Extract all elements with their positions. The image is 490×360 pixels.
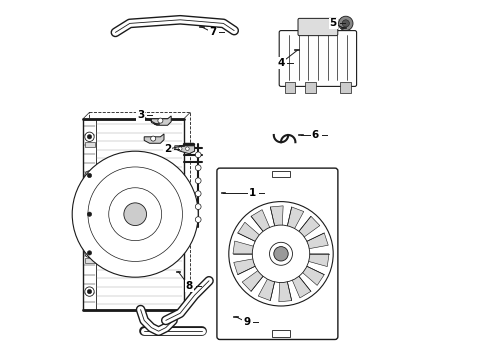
Text: 4: 4 xyxy=(277,58,285,68)
FancyBboxPatch shape xyxy=(298,18,338,36)
Circle shape xyxy=(158,118,163,123)
Circle shape xyxy=(87,212,92,216)
Polygon shape xyxy=(288,258,324,285)
Text: 6: 6 xyxy=(312,130,319,140)
Text: 7: 7 xyxy=(209,27,216,37)
Circle shape xyxy=(72,151,198,277)
Text: 3: 3 xyxy=(137,110,144,120)
Text: 2: 2 xyxy=(164,144,171,154)
Circle shape xyxy=(270,242,293,265)
Text: 9: 9 xyxy=(243,317,250,327)
Circle shape xyxy=(196,165,201,171)
Polygon shape xyxy=(279,262,292,302)
Circle shape xyxy=(342,20,349,27)
Circle shape xyxy=(124,203,147,225)
Circle shape xyxy=(87,135,92,139)
Circle shape xyxy=(85,210,94,219)
Polygon shape xyxy=(83,119,184,310)
Circle shape xyxy=(274,247,288,261)
Polygon shape xyxy=(238,222,274,250)
Text: 1: 1 xyxy=(248,188,256,198)
Bar xyxy=(272,171,290,177)
Polygon shape xyxy=(242,259,275,291)
Bar xyxy=(285,82,295,93)
Circle shape xyxy=(196,152,201,158)
Circle shape xyxy=(229,202,333,306)
Circle shape xyxy=(196,204,201,210)
Circle shape xyxy=(196,191,201,197)
Circle shape xyxy=(87,251,92,255)
Polygon shape xyxy=(85,142,95,147)
Polygon shape xyxy=(151,116,171,125)
Polygon shape xyxy=(270,206,283,245)
Polygon shape xyxy=(233,241,272,254)
Polygon shape xyxy=(85,258,95,263)
Polygon shape xyxy=(144,134,164,143)
Circle shape xyxy=(151,136,156,141)
Polygon shape xyxy=(85,181,95,186)
Text: 5: 5 xyxy=(330,18,337,28)
Polygon shape xyxy=(234,255,273,275)
Polygon shape xyxy=(175,146,195,154)
Circle shape xyxy=(196,178,201,184)
Circle shape xyxy=(339,16,353,31)
Bar xyxy=(341,82,351,93)
Circle shape xyxy=(85,287,94,296)
Polygon shape xyxy=(285,261,311,298)
Polygon shape xyxy=(287,216,320,248)
Polygon shape xyxy=(283,207,304,246)
Polygon shape xyxy=(258,262,279,301)
Circle shape xyxy=(196,217,201,222)
Polygon shape xyxy=(85,220,95,224)
Circle shape xyxy=(85,248,94,258)
Bar xyxy=(272,330,290,337)
Text: 8: 8 xyxy=(186,281,193,291)
Polygon shape xyxy=(290,254,329,266)
FancyBboxPatch shape xyxy=(279,31,357,86)
Circle shape xyxy=(87,289,92,294)
Bar xyxy=(305,82,316,93)
Circle shape xyxy=(178,147,182,150)
Circle shape xyxy=(87,174,92,178)
Circle shape xyxy=(85,171,94,180)
Circle shape xyxy=(186,147,189,150)
Circle shape xyxy=(252,225,310,283)
Circle shape xyxy=(85,132,94,141)
Polygon shape xyxy=(251,210,277,247)
FancyBboxPatch shape xyxy=(217,168,338,339)
Polygon shape xyxy=(289,233,328,252)
